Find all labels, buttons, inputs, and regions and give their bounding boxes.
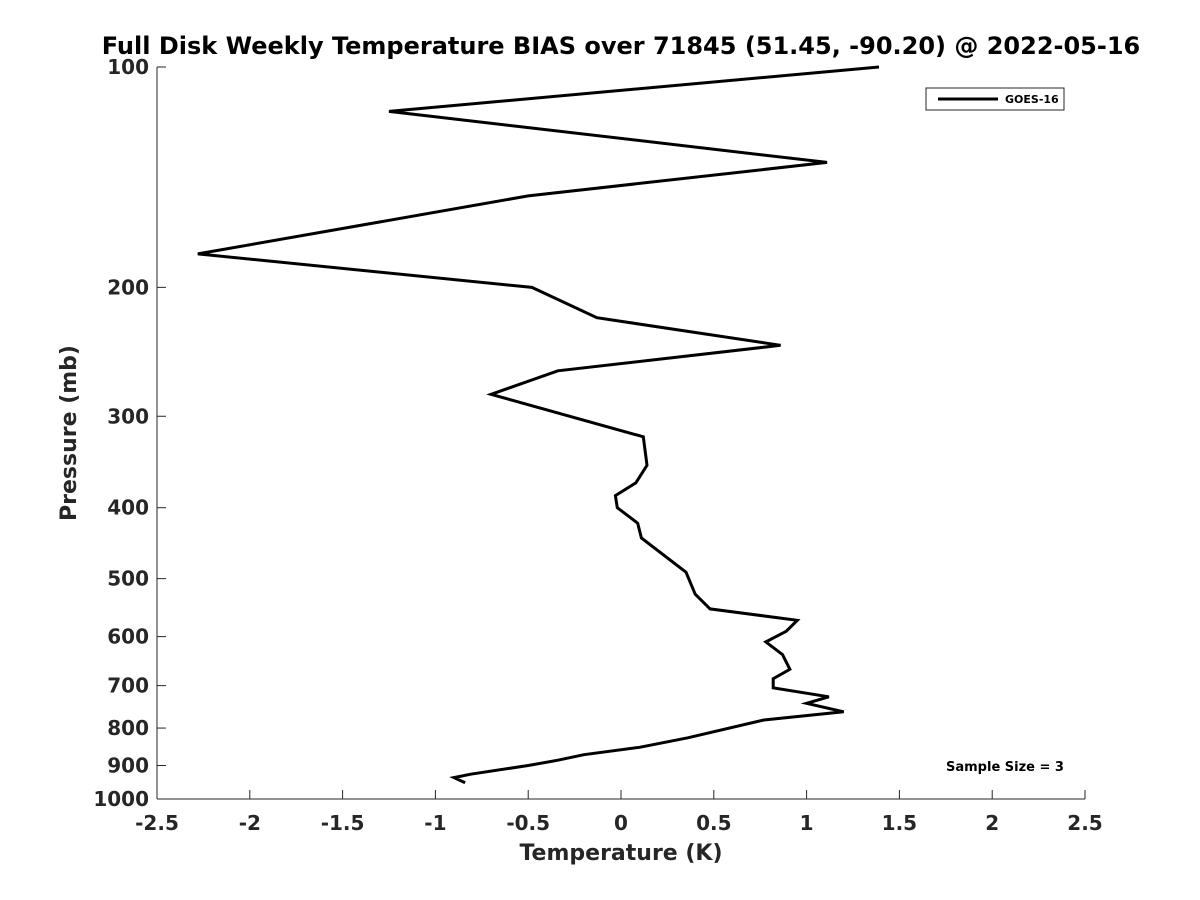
y-tick-label: 500 [107, 567, 149, 591]
y-tick-label: 100 [107, 55, 149, 79]
series-line-goes-16 [197, 65, 880, 785]
x-tick-label: 1.5 [882, 811, 917, 835]
x-tick-label: -1 [424, 811, 446, 835]
y-tick-label: 1000 [93, 787, 149, 811]
x-tick-label: 0 [614, 811, 628, 835]
x-axis-title: Temperature (K) [519, 841, 722, 866]
x-tick-label: -1.5 [321, 811, 365, 835]
y-axis-title: Pressure (mb) [57, 345, 82, 521]
y-tick-label: 600 [107, 625, 149, 649]
x-tick-label: 1 [800, 811, 814, 835]
plot-area [157, 67, 1085, 799]
y-tick-label: 800 [107, 716, 149, 740]
x-axis-ticks: -2.5 -2 -1.5 -1 -0.5 0 0.5 1 1.5 2 2.5 [135, 790, 1103, 835]
x-tick-label: 0.5 [696, 811, 731, 835]
y-tick-label: 300 [107, 404, 149, 428]
y-tick-label: 200 [107, 275, 149, 299]
x-tick-label: -2 [239, 811, 261, 835]
sample-size-annotation: Sample Size = 3 [946, 760, 1064, 775]
chart-title: Full Disk Weekly Temperature BIAS over 7… [102, 32, 1141, 60]
y-tick-label: 400 [107, 496, 149, 520]
x-tick-label: -0.5 [506, 811, 550, 835]
legend-label: GOES-16 [1005, 93, 1059, 106]
x-tick-label: 2.5 [1067, 811, 1102, 835]
y-tick-label: 900 [107, 754, 149, 778]
y-axis-ticks: 100 200 300 400 500 600 700 800 900 1000 [93, 55, 166, 811]
x-tick-label: 2 [985, 811, 999, 835]
legend: GOES-16 [925, 87, 1065, 111]
y-tick-label: 700 [107, 674, 149, 698]
x-tick-label: -2.5 [135, 811, 179, 835]
